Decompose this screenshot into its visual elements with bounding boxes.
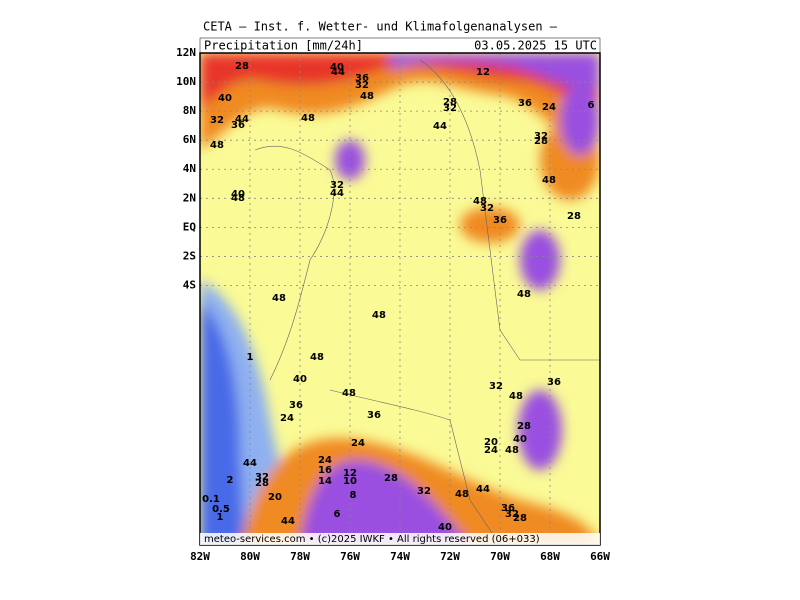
contour-label: 36 <box>518 98 532 109</box>
contour-label: 12 <box>343 468 357 479</box>
lat-label: 10N <box>176 75 196 88</box>
contour-label: 44 <box>235 114 249 125</box>
lon-label: 80W <box>240 550 260 563</box>
contour-label: 24 <box>484 445 498 456</box>
contour-label: 48 <box>360 91 374 102</box>
contour-label: 0.5 <box>212 504 230 515</box>
contour-label: 36 <box>547 377 561 388</box>
contour-label: 1 <box>247 352 254 363</box>
contour-label: 24 <box>280 413 294 424</box>
contour-label: 48 <box>473 196 487 207</box>
lat-label: 2S <box>183 249 196 262</box>
contour-label: 6 <box>334 509 341 520</box>
lon-label: 72W <box>440 550 460 563</box>
lat-label: 4N <box>183 162 196 175</box>
contour-label: 48 <box>505 445 519 456</box>
contour-label: 48 <box>210 140 224 151</box>
contour-label: 8 <box>350 490 357 501</box>
contour-label: 40 <box>293 374 307 385</box>
contour-label: 24 <box>351 438 365 449</box>
contour-label: 16 <box>318 465 332 476</box>
contour-label: 28 <box>567 211 581 222</box>
contour-label: 6 <box>588 100 595 111</box>
lon-label: 68W <box>540 550 560 563</box>
contour-label: 28 <box>384 473 398 484</box>
contour-label: 1 <box>217 512 224 523</box>
lat-label: 8N <box>183 104 196 117</box>
contour-label: 48 <box>542 175 556 186</box>
contour-label: 36 <box>501 503 515 514</box>
contour-label: 32 <box>210 115 224 126</box>
variable: Precipitation [mm/24h] <box>204 39 363 53</box>
contour-label: 32 <box>330 180 344 191</box>
borders <box>254 59 600 546</box>
lat-label: 2N <box>183 191 196 204</box>
contour-label: 32 <box>489 381 503 392</box>
valid-time: 03.05.2025 15 UTC <box>474 39 597 53</box>
contour-label: 48 <box>455 489 469 500</box>
contour-label: 36 <box>367 410 381 421</box>
contour-label: 48 <box>509 391 523 402</box>
lon-label: 70W <box>490 550 510 563</box>
contour-label: 48 <box>301 113 315 124</box>
contour-label: 44 <box>330 188 344 199</box>
contour-label: 44 <box>476 484 490 495</box>
contour-label: 40 <box>231 189 245 200</box>
contour-label: 20 <box>268 492 282 503</box>
contour-label: 32 <box>443 103 457 114</box>
lon-label: 78W <box>290 550 310 563</box>
lat-label: 4S <box>183 278 196 291</box>
lon-label: 74W <box>390 550 410 563</box>
contour-label: 2 <box>227 475 234 486</box>
contour-label: 40 <box>438 522 452 533</box>
contour-label: 10 <box>343 476 357 487</box>
contour-label: 32 <box>505 509 519 520</box>
lon-label: 76W <box>340 550 360 563</box>
lat-label: EQ <box>183 220 197 233</box>
contour-label: 28 <box>534 136 548 147</box>
contour-label: 36 <box>355 73 369 84</box>
contour-label: 40 <box>218 93 232 104</box>
contour-label: 24 <box>318 455 332 466</box>
title: CETA — Inst. f. Wetter- und Klimafolgena… <box>203 20 558 34</box>
contour-label: 48 <box>342 388 356 399</box>
contour-label: 32 <box>534 131 548 142</box>
contour-label: 32 <box>355 80 369 91</box>
lat-label: 12N <box>176 46 196 59</box>
contour-label: 48 <box>517 289 531 300</box>
contour-label: 32 <box>417 486 431 497</box>
contour-label: 12 <box>476 67 490 78</box>
contour-label: 44 <box>331 67 345 78</box>
contour-label: 28 <box>443 97 457 108</box>
contour-label: 32 <box>480 203 494 214</box>
contour-label: 44 <box>433 121 447 132</box>
footer-box <box>200 533 600 545</box>
lon-label: 66W <box>590 550 610 563</box>
contour-label: 20 <box>484 437 498 448</box>
contour-label: 36 <box>231 120 245 131</box>
contour-label: 28 <box>255 478 269 489</box>
contour-label: 24 <box>542 102 556 113</box>
lat-label: 6N <box>183 133 196 146</box>
contour-label: 28 <box>513 513 527 524</box>
contour-label: 32 <box>255 472 269 483</box>
contour-label: 44 <box>281 516 295 527</box>
contour-label: 14 <box>318 476 332 487</box>
contour-label: 48 <box>310 352 324 363</box>
lon-label: 82W <box>190 550 210 563</box>
footer: meteo-services.com • (c)2025 IWKF • All … <box>204 534 540 545</box>
contour-label: 36 <box>493 215 507 226</box>
contour-label: 36 <box>289 400 303 411</box>
contour-label: 28 <box>517 421 531 432</box>
contour-label: 40 <box>330 62 344 73</box>
contour-label: 44 <box>243 458 257 469</box>
contour-label: 48 <box>231 193 245 204</box>
contour-label: 28 <box>235 61 249 72</box>
contour-label: 40 <box>513 434 527 445</box>
contour-label: 0.1 <box>202 494 220 505</box>
contour-label: 48 <box>272 293 286 304</box>
contour-label: 48 <box>372 310 386 321</box>
